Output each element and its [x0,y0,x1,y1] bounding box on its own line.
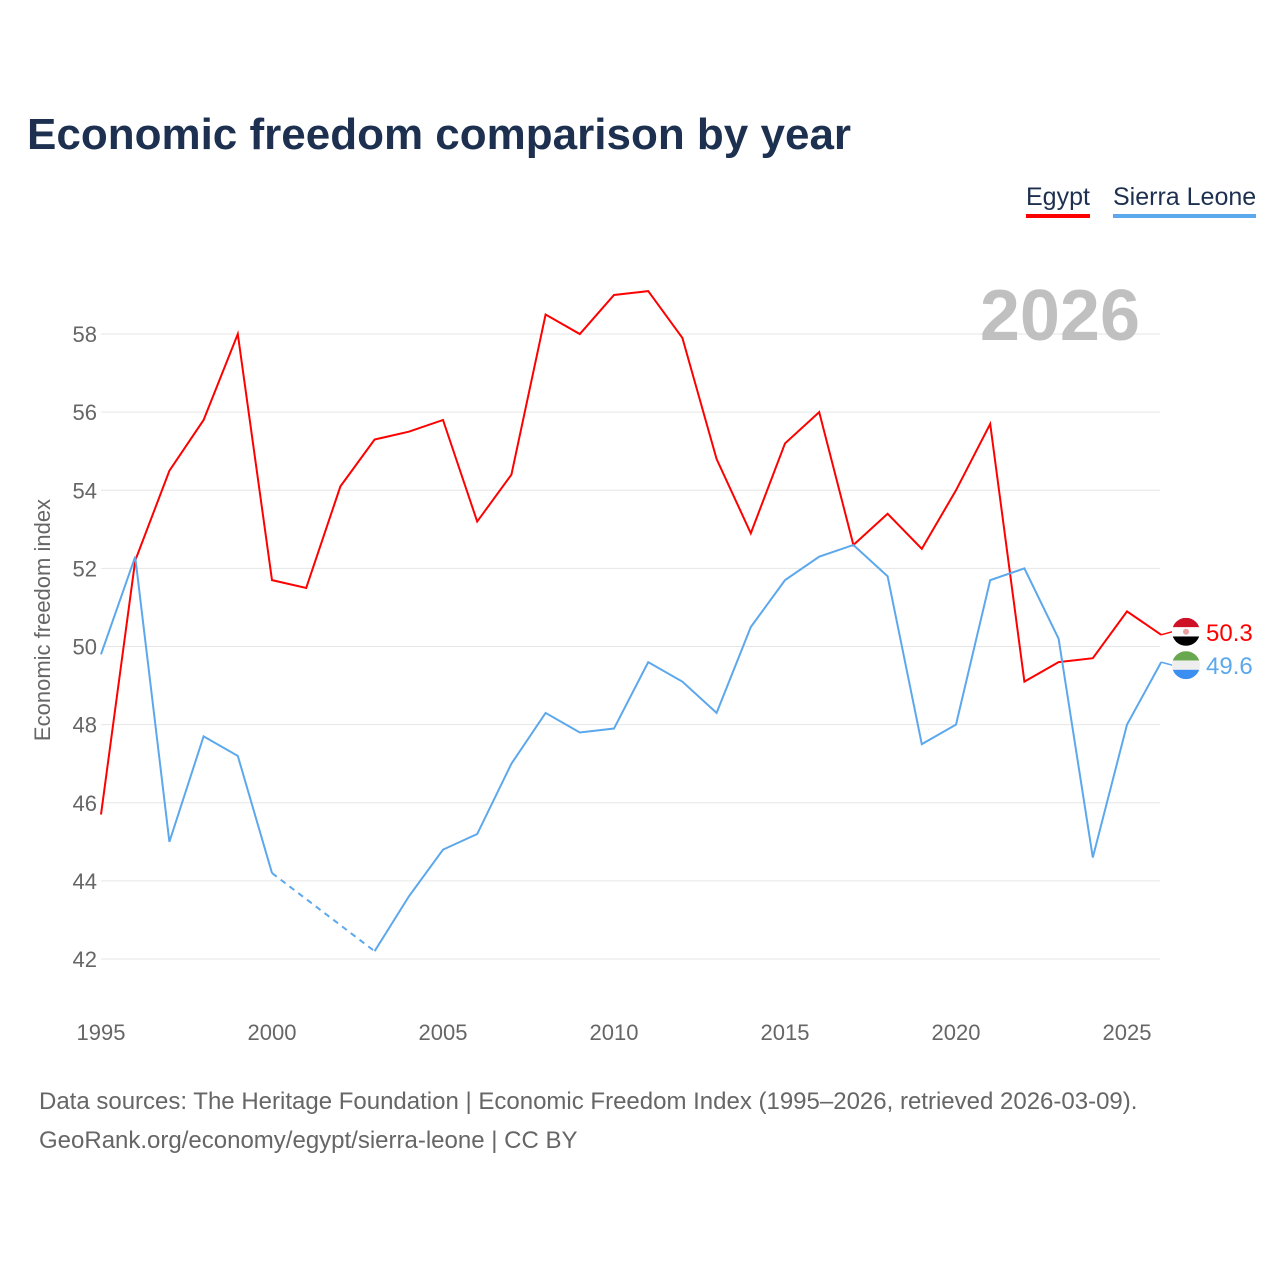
y-tick-label: 42 [73,947,97,972]
series-line-sierra-leone [373,543,1163,952]
flag-stripe [1172,660,1200,671]
chart-title: Economic freedom comparison by year [27,110,852,159]
x-tick-label: 2005 [419,1020,468,1045]
series-line-egypt [100,290,1162,815]
y-axis-label: Economic freedom index [30,499,55,741]
legend-egypt[interactable]: Egypt [1026,183,1090,218]
y-tick-label: 44 [73,869,97,894]
y-tick-label: 46 [73,791,97,816]
x-tick-label: 2020 [932,1020,981,1045]
flag-stripe [1172,617,1200,628]
flag-stripe [1172,669,1200,680]
x-tick-label: 2010 [590,1020,639,1045]
series-gap-dashed [271,872,376,952]
flag-stripe [1172,651,1200,661]
y-tick-label: 58 [73,322,97,347]
x-tick-label: 2000 [248,1020,297,1045]
legend-sierra-leone[interactable]: Sierra Leone [1113,183,1257,218]
y-tick-label: 48 [73,713,97,738]
year-watermark: 2026 [980,276,1140,356]
y-tick-label: 54 [73,478,97,503]
series-line-sierra-leone [100,556,273,874]
end-connector [1160,661,1173,666]
y-tick-label: 56 [73,400,97,425]
sierra-leone-flag-icon [1172,651,1200,680]
y-tick-label: 50 [73,635,97,660]
x-tick-label: 2015 [761,1020,810,1045]
source-line-1: Data sources: The Heritage Foundation | … [39,1088,1138,1115]
end-value-label: 50.3 [1206,620,1253,647]
source-line-2: GeoRank.org/economy/egypt/sierra-leone |… [39,1127,578,1154]
flag-stripe [1172,636,1200,646]
flag-emblem [1183,628,1189,635]
y-tick-label: 52 [73,556,97,581]
x-tick-label: 1995 [77,1020,126,1045]
end-connector [1160,631,1173,636]
end-value-label: 49.6 [1206,653,1253,680]
egypt-flag-icon [1172,617,1200,646]
x-tick-label: 2025 [1103,1020,1152,1045]
